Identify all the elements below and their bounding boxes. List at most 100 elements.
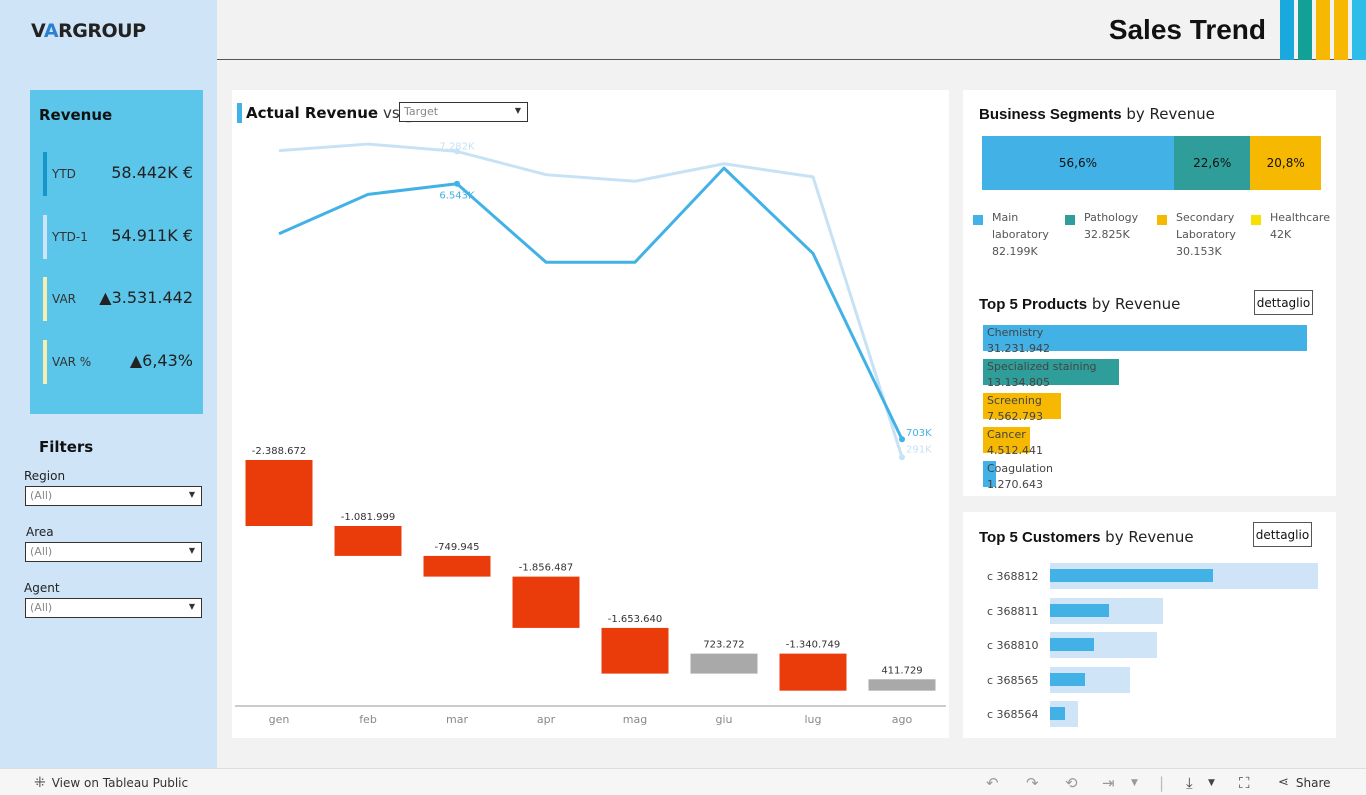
customer-actual-bar[interactable] [1050,569,1214,582]
kpi-row-ytd: YTD 58.442K € [30,152,203,198]
area-filter-select[interactable]: (All) ▼ [25,542,202,562]
x-tick-label: mar [446,713,468,726]
legend-swatch [1065,215,1075,225]
product-value: 1.270.643 [987,478,1043,491]
revenue-trend-chart: 7.282K 6.543K 703K 291K -2.388.672 -1.081.999… [235,141,946,726]
segment-bar[interactable]: 56,6% [982,136,1174,190]
segment-bar[interactable]: 20,8% [1250,136,1321,190]
download-icon[interactable]: ⤓ [1186,774,1193,792]
refresh-dropdown-icon[interactable]: ▼ [1131,778,1138,788]
x-tick-label: lug [804,713,821,726]
comparison-select[interactable]: Target ▼ [399,102,528,122]
revenue-kpi-panel: Revenue YTD 58.442K € YTD-1 54.911K € VA… [30,90,203,414]
kpi-value: ▲6,43% [129,351,193,370]
filter-label-area: Area [26,525,54,539]
customers-detail-button[interactable]: dettaglio [1253,522,1312,547]
product-bar[interactable] [983,393,1062,419]
fullscreen-icon[interactable]: ⛶ [1239,774,1250,792]
legend-main-laboratory: Main laboratory 82.199K [973,209,1049,260]
x-tick-label: mag [623,713,647,726]
region-filter-select[interactable]: (All) ▼ [25,486,202,506]
share-button[interactable]: ⋖ Share [1278,775,1331,790]
product-bar[interactable] [983,325,1307,351]
product-name: Coagulation [987,462,1053,475]
variance-label: 723.272 [703,640,744,651]
legend-swatch [973,215,983,225]
kpi-value: 54.911K € [111,226,193,245]
business-segments-panel: Business Segments by Revenue 56,6% 22,6% 2… [963,90,1336,280]
variance-bar [512,576,580,628]
product-name: Chemistry [987,326,1044,339]
filter-label-region: Region [24,469,66,483]
line-point [454,148,460,155]
customers-title: Top 5 Customers by Revenue [979,528,1194,546]
kpi-label: YTD [52,167,76,181]
product-value: 7.562.793 [987,410,1043,423]
dropdown-arrow-icon: ▼ [188,602,195,611]
customer-actual-bar[interactable] [1050,603,1109,617]
segment-bar[interactable]: 22,6% [1173,136,1251,190]
undo-icon[interactable]: ↶ [986,774,999,792]
variance-bar [334,526,402,556]
product-bar[interactable] [983,461,997,487]
redo-icon[interactable]: ↷ [1026,774,1039,792]
kpi-bar [43,340,47,384]
products-title: Top 5 Products by Revenue [979,295,1181,313]
target-line [278,142,904,458]
logo-area: VARGROUP [0,0,217,60]
customer-label: c 368812 [987,570,1039,583]
segments-stacked-bar: 56,6% 22,6% 20,8% [982,136,1321,190]
download-dropdown-icon[interactable]: ▼ [1208,778,1215,788]
kpi-row-var-pct: VAR % ▲6,43% [30,340,203,386]
tableau-link-text: View on Tableau Public [51,776,189,790]
page-title: Sales Trend [1108,14,1266,45]
product-bar[interactable] [983,427,1030,453]
stripe [1280,0,1294,60]
kpi-label: VAR % [52,355,92,369]
revert-icon[interactable]: ⟲ [1065,774,1078,792]
variance-bar [690,653,758,674]
product-bar[interactable] [983,359,1120,385]
product-value: 13.134.805 [987,376,1050,389]
kpi-value: ▲3.531.442 [99,288,193,307]
products-detail-button[interactable]: dettaglio [1254,290,1313,315]
x-tick-label: ago [892,713,913,726]
actual-swatch [237,103,242,123]
variance-label: -749.945 [435,542,480,553]
variance-bar [245,460,313,526]
customer-label: c 368564 [987,708,1039,721]
refresh-icon[interactable]: ⇥ [1102,774,1115,792]
vargroup-logo: VARGROUP [31,20,146,42]
dropdown-arrow-icon: ▼ [188,546,195,555]
agent-filter-select[interactable]: (All) ▼ [25,598,202,618]
header: VARGROUP Sales Trend [0,0,1366,60]
customer-actual-bar[interactable] [1050,638,1095,651]
x-tick-label: giu [715,713,732,726]
kpi-row-ytd-1: YTD-1 54.911K € [30,215,203,261]
filters-title: Filters [39,438,94,456]
legend-swatch [1251,215,1261,225]
variance-bar [601,627,669,674]
view-on-tableau-link[interactable]: ⁜ View on Tableau Public [34,775,188,791]
variance-label: 411.729 [881,665,922,676]
point-label-target: 291K [906,444,932,455]
variance-bar [779,653,847,691]
chart-title-vs: vs [383,104,400,122]
product-value: 31.231.942 [987,342,1050,355]
customer-label: c 368565 [987,673,1039,687]
decorative-stripes [1276,0,1366,60]
customer-actual-bar[interactable] [1050,672,1085,686]
stripe [1334,0,1348,60]
legend-swatch [1157,215,1167,225]
customer-actual-bar[interactable] [1050,707,1065,720]
kpi-label: YTD-1 [52,230,88,244]
kpi-label: VAR [52,292,76,306]
variance-label: -2.388.672 [252,446,307,457]
share-icon: ⋖ [1278,775,1289,790]
kpi-bar [43,277,47,321]
legend-pathology: Pathology 32.825K [1065,209,1138,243]
variance-label: -1.653.640 [608,614,663,625]
line-point [899,454,905,461]
share-label: Share [1295,775,1331,790]
kpi-bar [43,152,47,196]
